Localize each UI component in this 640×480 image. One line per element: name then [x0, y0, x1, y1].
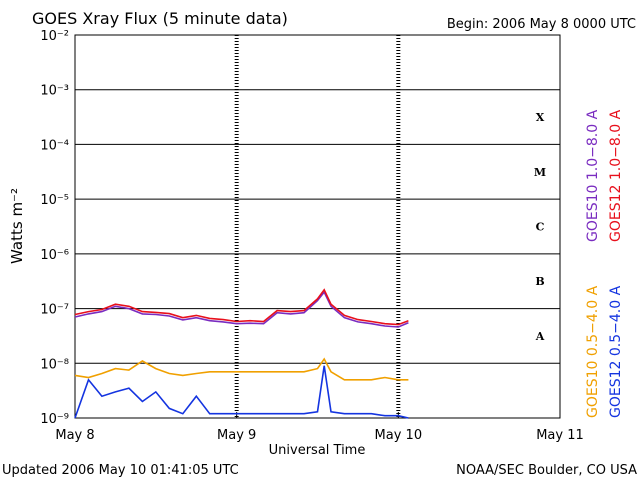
- y-tick-label: 10⁻⁸: [40, 357, 69, 372]
- series-line: [74, 365, 409, 419]
- flare-class: M: [534, 166, 546, 179]
- legend-entry: GOES10 0.5−4.0 A: [585, 285, 601, 418]
- y-tick-label: 10⁻⁴: [40, 138, 69, 153]
- y-axis-label: Watts m⁻²: [8, 188, 26, 264]
- x-tick-label: May 10: [375, 428, 423, 443]
- series-line: [74, 357, 409, 381]
- footer-right: NOAA/SEC Boulder, CO USA: [456, 463, 637, 478]
- flare-class: X: [536, 111, 545, 124]
- series-line: [74, 288, 409, 326]
- y-tick-label: 10⁻⁷: [40, 303, 69, 318]
- flare-class: A: [535, 330, 545, 343]
- flare-class: B: [535, 275, 544, 288]
- legend-entry: GOES10 1.0−8.0 A: [585, 109, 601, 242]
- footer-left: Updated 2006 May 10 01:41:05 UTC: [2, 463, 239, 478]
- y-tick-label: 10⁻²: [40, 29, 69, 44]
- flare-class: C: [536, 221, 545, 234]
- legend-entry: GOES12 0.5−4.0 A: [608, 285, 624, 418]
- y-tick-label: 10⁻⁹: [40, 412, 69, 427]
- x-tick-label: May 9: [217, 428, 256, 443]
- y-tick-label: 10⁻⁵: [40, 193, 69, 208]
- x-tick-label: May 8: [55, 428, 94, 443]
- y-tick-label: 10⁻³: [40, 84, 69, 99]
- x-axis-label: Universal Time: [269, 443, 366, 458]
- chart-subtitle: Begin: 2006 May 8 0000 UTC: [447, 17, 636, 32]
- x-tick-label: May 11: [536, 428, 584, 443]
- legend-entry: GOES12 1.0−8.0 A: [608, 109, 624, 242]
- y-tick-label: 10⁻⁶: [40, 248, 69, 263]
- series-line: [74, 290, 409, 328]
- chart-title: GOES Xray Flux (5 minute data): [32, 9, 288, 28]
